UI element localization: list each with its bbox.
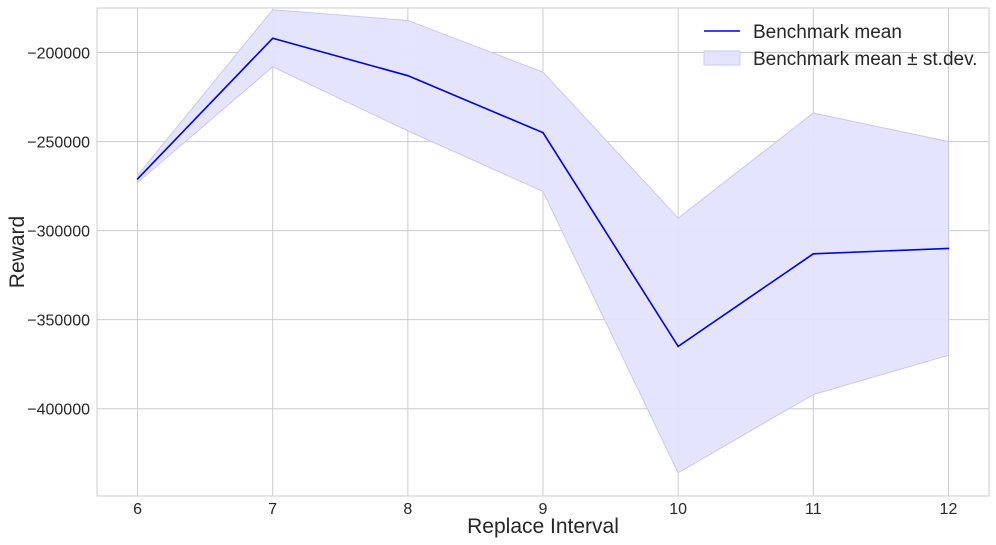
y-tick-label: −250000 (27, 135, 90, 152)
y-axis-label: Reward (6, 216, 29, 288)
mean-point (677, 345, 679, 348)
x-tick-label: 12 (940, 501, 958, 518)
legend-mean-label: Benchmark mean (753, 22, 902, 43)
x-tick-labels: 6 7 8 9 10 11 12 (133, 501, 957, 518)
x-tick-label: 6 (133, 501, 142, 518)
mean-point (136, 178, 139, 180)
x-tick-label: 9 (539, 501, 548, 518)
mean-point (812, 252, 815, 255)
x-tick-label: 7 (268, 501, 277, 518)
mean-point (407, 74, 409, 77)
mean-point (271, 37, 274, 40)
x-axis-label: Replace Interval (467, 515, 619, 538)
mean-point (542, 131, 544, 134)
x-tick-label: 8 (403, 501, 412, 518)
std-band (137, 9, 949, 474)
legend: Benchmark mean Benchmark mean ± st.dev. (703, 22, 977, 70)
x-tick-label: 10 (669, 501, 687, 518)
y-tick-label: −300000 (27, 224, 90, 241)
x-tick-label: 11 (805, 501, 822, 518)
legend-band-label: Benchmark mean ± st.dev. (753, 49, 977, 70)
y-tick-labels: −400000 −350000 −300000 −250000 −200000 (27, 46, 90, 419)
legend-band-swatch (703, 50, 741, 66)
y-tick-label: −200000 (27, 46, 90, 63)
y-tick-label: −350000 (27, 313, 90, 330)
y-tick-label: −400000 (27, 402, 90, 419)
plot-frame (96, 7, 990, 497)
mean-line-layer (136, 37, 950, 348)
std-band-layer (137, 9, 949, 474)
mean-point (947, 247, 950, 250)
